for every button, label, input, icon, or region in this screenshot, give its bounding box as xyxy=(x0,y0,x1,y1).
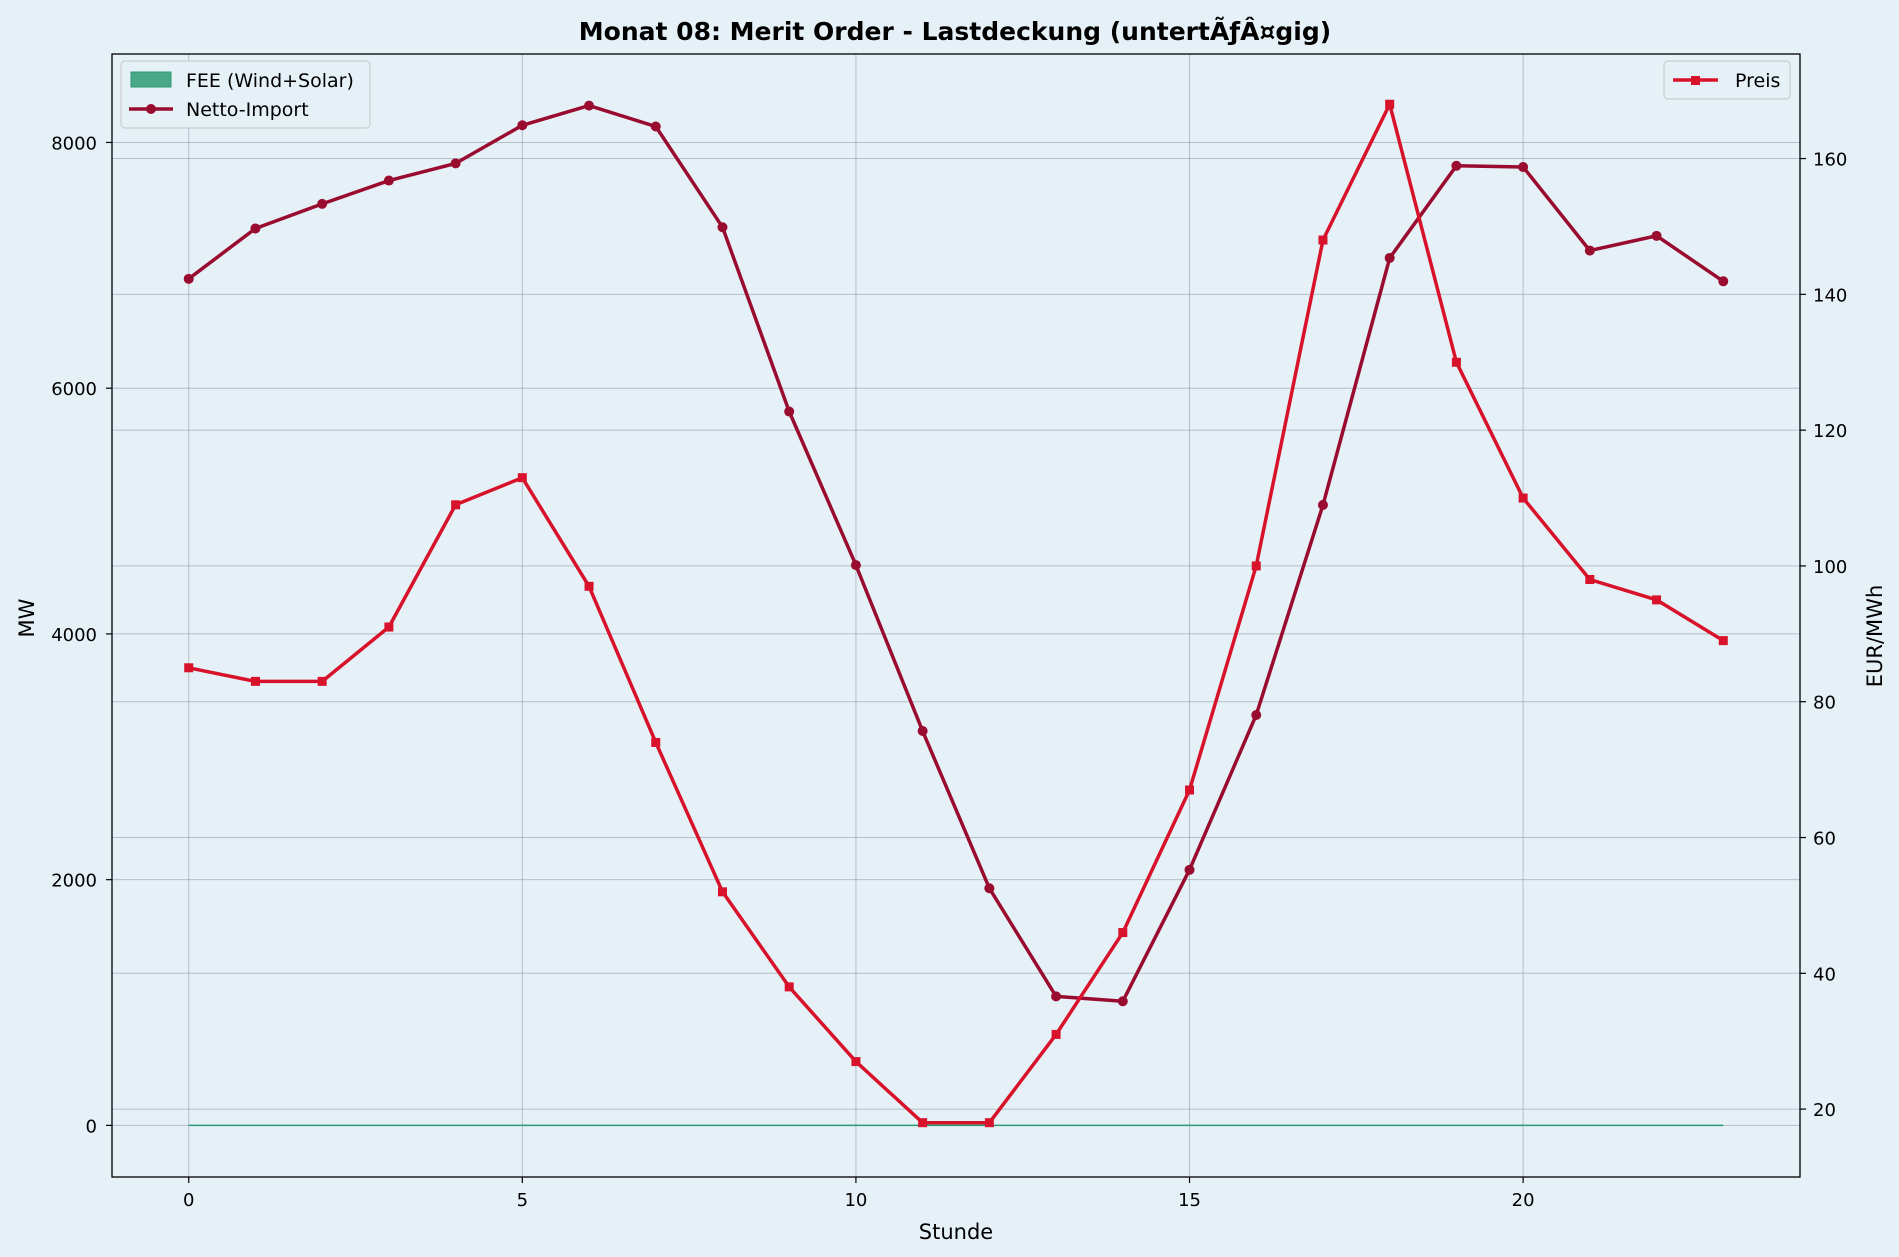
x-tick-label: 15 xyxy=(1178,1190,1201,1211)
data-point-netto-import xyxy=(450,158,461,169)
data-point-netto-import xyxy=(1117,996,1128,1007)
plot-area xyxy=(112,54,1800,1177)
y2-tick-label: 40 xyxy=(1813,964,1836,985)
y-tick-label: 6000 xyxy=(51,379,97,400)
plot-frame xyxy=(111,53,1801,1178)
data-point-preis xyxy=(851,1057,861,1067)
data-point-preis xyxy=(184,663,194,673)
chart-title: Monat 08: Merit Order - Lastdeckung (unt… xyxy=(579,17,1331,46)
data-point-netto-import xyxy=(850,560,861,571)
y-tick-label: 2000 xyxy=(51,871,97,892)
y-tick-label: 8000 xyxy=(51,133,97,154)
data-point-netto-import xyxy=(1184,864,1195,875)
data-point-netto-import xyxy=(1384,252,1395,263)
y2-tick-label: 80 xyxy=(1813,693,1836,714)
legend-left-frame xyxy=(120,60,371,129)
data-point-netto-import xyxy=(784,406,795,417)
y2-tick-label: 60 xyxy=(1813,829,1836,850)
y2-axis-label: EUR/MWh xyxy=(1863,585,1887,688)
y-axis-left: 0 2000 4000 6000 8000 xyxy=(51,133,112,1137)
legend-label-netto: Netto-Import xyxy=(186,99,309,121)
data-point-preis xyxy=(1051,1029,1061,1039)
data-point-preis xyxy=(384,622,394,632)
y-axis-right: 20 40 60 80 100 120 140 160 xyxy=(1800,150,1847,1121)
x-tick-label: 20 xyxy=(1512,1190,1535,1211)
x-axis: 0 5 10 15 20 xyxy=(183,1177,1535,1211)
data-point-netto-import xyxy=(1251,710,1262,721)
data-point-preis xyxy=(584,581,594,591)
y-tick-label: 4000 xyxy=(51,625,97,646)
data-point-preis xyxy=(784,982,794,992)
data-point-netto-import xyxy=(917,725,928,736)
y-axis-label: MW xyxy=(15,598,39,637)
y2-tick-label: 160 xyxy=(1813,150,1847,171)
data-point-netto-import xyxy=(584,100,595,111)
legend-swatch-fee xyxy=(130,71,172,88)
data-point-netto-import xyxy=(250,223,261,234)
legend-label-fee: FEE (Wind+Solar) xyxy=(186,70,354,92)
legend-label-preis: Preis xyxy=(1735,70,1780,92)
data-point-preis xyxy=(1318,235,1328,245)
legend-right-frame xyxy=(1663,60,1791,100)
data-point-netto-import xyxy=(317,198,328,209)
legend-right: Preis xyxy=(1663,60,1791,100)
y2-tick-label: 20 xyxy=(1813,1100,1836,1121)
data-point-preis xyxy=(1118,928,1128,938)
data-point-netto-import xyxy=(183,273,194,284)
data-point-netto-import xyxy=(1451,160,1462,171)
legend-left: FEE (Wind+Solar) Netto-Import xyxy=(120,60,371,129)
data-point-netto-import xyxy=(1317,499,1328,510)
data-point-preis xyxy=(918,1118,928,1128)
data-point-netto-import xyxy=(383,175,394,186)
data-point-preis xyxy=(717,887,727,897)
legend-marker-netto xyxy=(146,104,156,114)
y2-tick-label: 100 xyxy=(1813,557,1847,578)
x-axis-label: Stunde xyxy=(919,1220,993,1244)
data-point-preis xyxy=(1718,636,1728,646)
data-point-netto-import xyxy=(984,883,995,894)
data-point-netto-import xyxy=(650,121,661,132)
y-tick-label: 0 xyxy=(86,1116,97,1137)
y2-tick-label: 140 xyxy=(1813,285,1847,306)
series-line-netto-import xyxy=(187,103,1725,1004)
data-point-netto-import xyxy=(1584,245,1595,256)
data-point-preis xyxy=(651,737,661,747)
data-point-preis xyxy=(1451,357,1461,367)
legend-marker-preis xyxy=(1691,76,1700,85)
data-point-preis xyxy=(451,500,461,510)
data-point-netto-import xyxy=(1051,991,1062,1002)
x-tick-label: 5 xyxy=(517,1190,528,1211)
data-point-netto-import xyxy=(1518,162,1529,173)
data-point-preis xyxy=(1652,595,1662,605)
data-point-preis xyxy=(1185,785,1195,795)
x-tick-label: 10 xyxy=(844,1190,867,1211)
data-point-preis xyxy=(250,676,260,686)
y2-tick-label: 120 xyxy=(1813,421,1847,442)
series-lines xyxy=(183,99,1729,1128)
data-point-preis xyxy=(984,1118,994,1128)
data-point-preis xyxy=(1518,493,1528,503)
data-point-preis xyxy=(317,676,327,686)
data-point-netto-import xyxy=(1718,276,1729,287)
data-point-preis xyxy=(1385,99,1395,109)
data-point-preis xyxy=(517,473,527,483)
x-tick-label: 0 xyxy=(183,1190,194,1211)
series-line-preis xyxy=(188,102,1725,1125)
data-point-preis xyxy=(1251,561,1261,571)
data-point-netto-import xyxy=(1651,230,1662,241)
data-point-preis xyxy=(1585,575,1595,585)
data-point-netto-import xyxy=(517,120,528,131)
data-point-netto-import xyxy=(717,222,728,233)
